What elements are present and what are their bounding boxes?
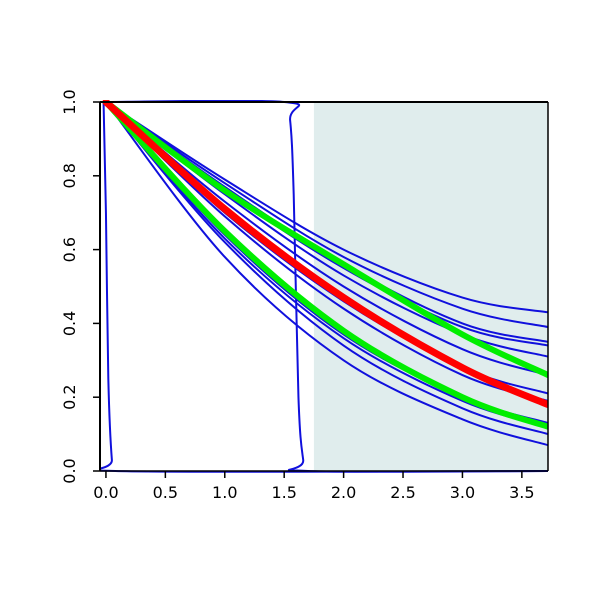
series-line-blue-13 xyxy=(100,101,548,473)
axes: 0.0 0.5 1.0 1.5 2.0 2.5 3.0 3.5 0.0 0.2 0.4 0.6 0.8 1… xyxy=(60,89,549,502)
y-tick-label: 0.8 xyxy=(60,163,79,188)
series-line-blue-1 xyxy=(104,101,548,329)
x-tick-label: 2.0 xyxy=(331,483,356,502)
x-tick-label: 3.0 xyxy=(450,483,475,502)
series-line-blue-0 xyxy=(104,101,548,314)
series-line-blue-11 xyxy=(104,101,548,447)
y-tick-label: 1.0 xyxy=(60,89,79,114)
series-line-blue-10 xyxy=(104,101,548,436)
x-tick-label: 1.0 xyxy=(212,483,237,502)
y-tick-label: 0.4 xyxy=(60,311,79,336)
y-tick-label: 0.2 xyxy=(60,384,79,409)
x-tick-label: 1.5 xyxy=(271,483,296,502)
series-line-green-15 xyxy=(102,100,548,379)
plot-area xyxy=(100,100,548,473)
x-tick-label: 3.5 xyxy=(509,483,534,502)
series-line-green-16 xyxy=(102,100,548,430)
y-tick-label: 0.6 xyxy=(60,237,79,262)
series-group xyxy=(100,100,548,473)
series-line-red-14 xyxy=(102,100,548,409)
x-tick-label: 2.5 xyxy=(390,483,415,502)
y-tick-label: 0.0 xyxy=(60,458,79,483)
series-line-blue-7 xyxy=(104,101,548,402)
x-tick-label: 0.5 xyxy=(153,483,178,502)
x-tick-label: 0.0 xyxy=(93,483,118,502)
